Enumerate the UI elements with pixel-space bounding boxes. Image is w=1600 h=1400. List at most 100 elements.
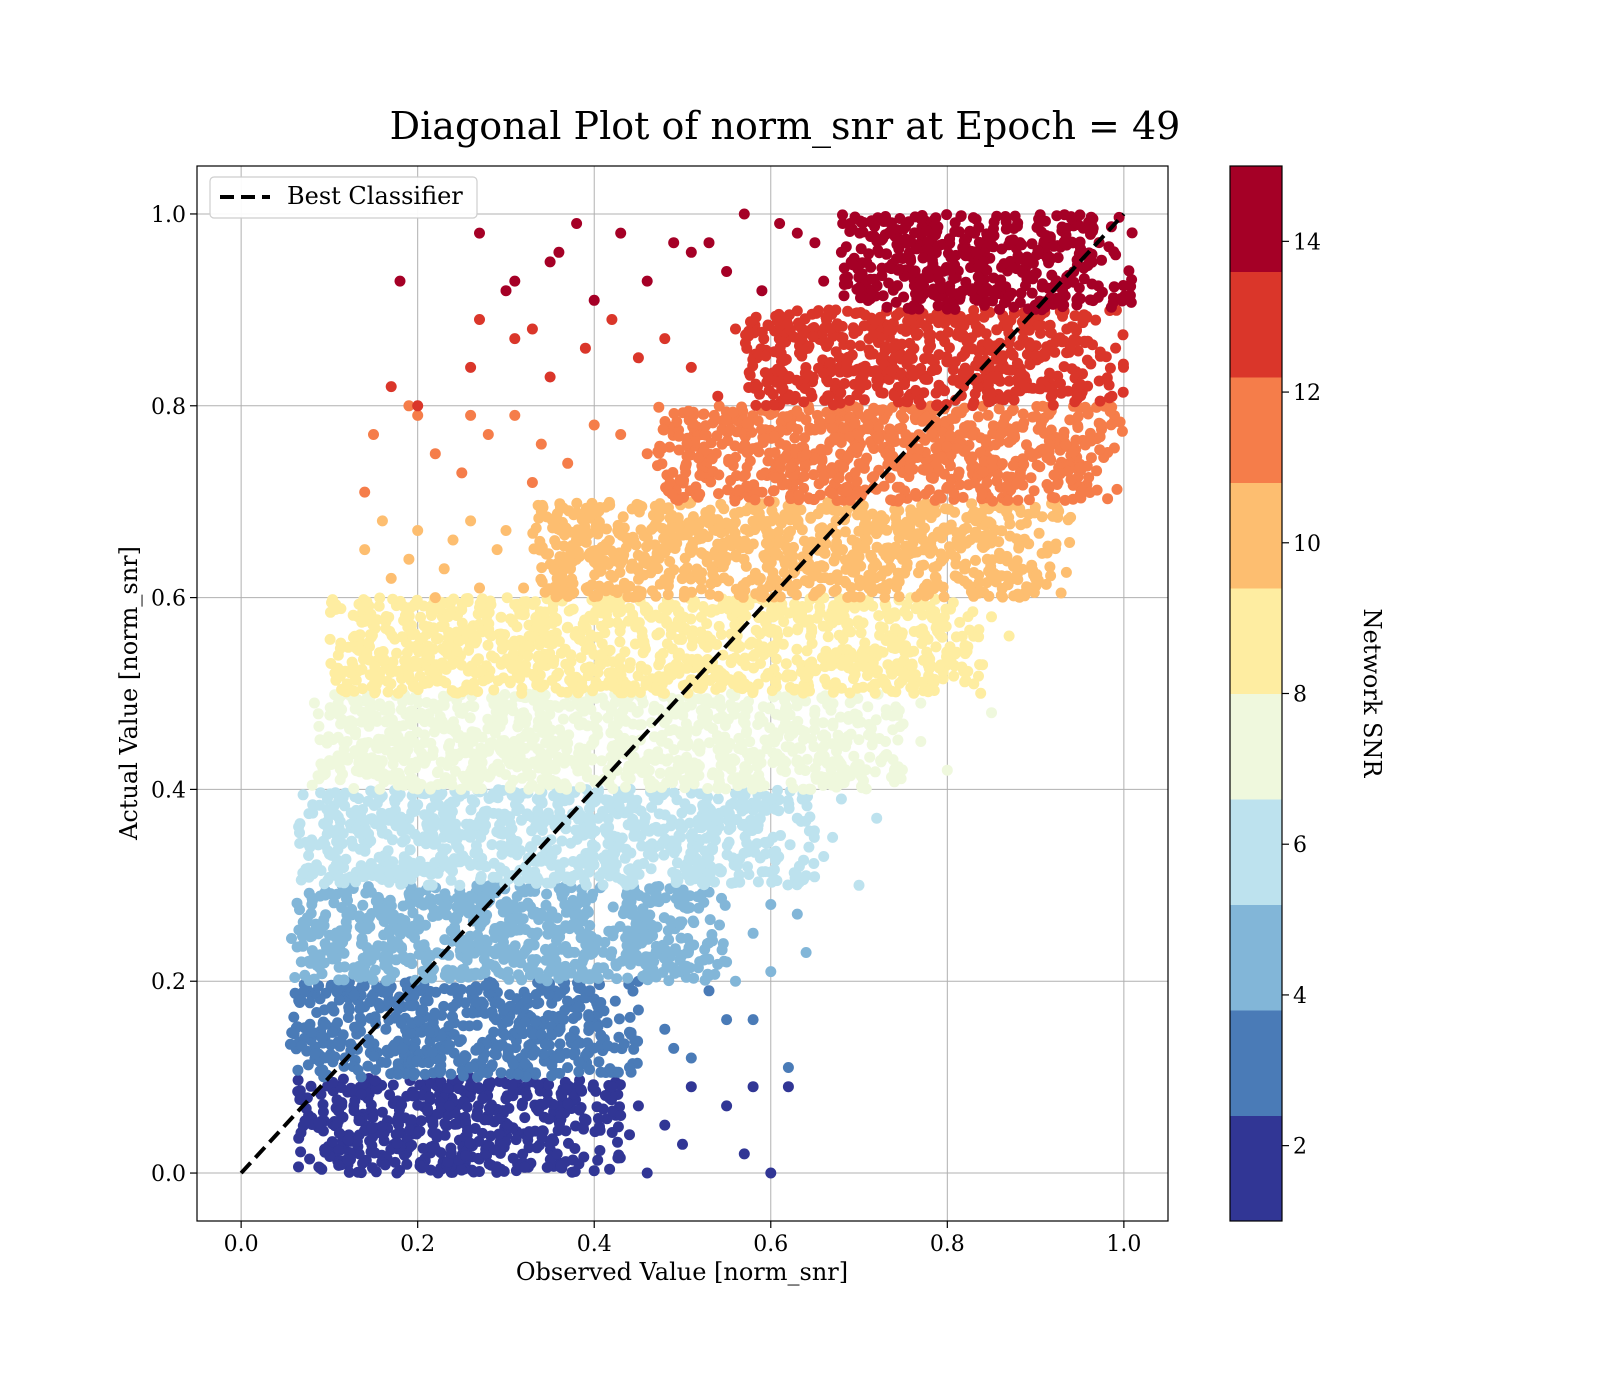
scatter-point	[367, 1162, 378, 1174]
scatter-point	[324, 633, 336, 645]
scatter-point	[713, 734, 725, 746]
scatter-point	[554, 1118, 565, 1130]
scatter-point	[832, 614, 844, 626]
scatter-point	[411, 1055, 423, 1067]
scatter-point	[337, 1073, 349, 1085]
scatter-point	[424, 1091, 435, 1103]
scatter-point	[516, 741, 528, 753]
scatter-point	[450, 836, 462, 848]
scatter-point	[618, 1038, 630, 1050]
scatter-point	[393, 868, 405, 880]
scatter-point	[637, 647, 649, 659]
scatter-point	[361, 768, 373, 780]
scatter-point	[333, 1127, 345, 1139]
scatter-point	[686, 828, 698, 840]
scatter-point	[307, 807, 319, 819]
scatter-point	[563, 794, 575, 806]
scatter-point	[606, 703, 617, 715]
scatter-point	[806, 626, 818, 638]
scatter-point	[486, 839, 498, 851]
scatter-point	[853, 619, 865, 630]
scatter-point	[554, 724, 566, 736]
scatter-point	[541, 1161, 553, 1173]
scatter-point	[599, 855, 611, 867]
scatter-point	[592, 729, 604, 740]
scatter-point	[857, 681, 869, 693]
scatter-point	[304, 1018, 316, 1030]
scatter-point	[387, 1079, 399, 1091]
scatter-point	[615, 834, 626, 846]
scatter-point	[716, 892, 727, 904]
scatter-point	[470, 770, 481, 782]
scatter-point-outlier	[835, 793, 847, 805]
scatter-point	[752, 819, 764, 831]
scatter-point	[864, 751, 876, 763]
scatter-point	[660, 892, 672, 904]
scatter-point	[826, 738, 838, 750]
scatter-point	[349, 630, 361, 642]
scatter-point	[333, 994, 345, 1006]
scatter-point	[333, 1159, 345, 1171]
scatter-point	[806, 638, 818, 649]
scatter-point	[588, 1165, 600, 1177]
scatter-point	[457, 770, 469, 782]
scatter-point	[772, 637, 784, 648]
scatter-point	[646, 954, 658, 966]
scatter-point	[775, 830, 786, 841]
scatter-point	[477, 1093, 489, 1105]
scatter-point	[545, 964, 557, 976]
scatter-point	[396, 631, 408, 643]
scatter-point	[714, 919, 725, 931]
scatter-point	[315, 787, 327, 799]
scatter-point	[429, 1143, 441, 1155]
scatter-point-outlier	[880, 736, 891, 747]
scatter-point	[319, 1146, 331, 1158]
scatter-point	[535, 797, 547, 809]
scatter-point	[380, 1023, 392, 1035]
scatter-point	[378, 654, 390, 666]
scatter-point	[502, 1015, 514, 1027]
scatter-point	[671, 857, 683, 869]
scatter-point	[962, 611, 974, 623]
scatter-point	[597, 806, 609, 818]
scatter-point	[902, 610, 914, 622]
scatter-point	[329, 1051, 341, 1063]
scatter-point	[345, 1154, 356, 1165]
scatter-point-outlier	[624, 1129, 635, 1141]
scatter-point	[411, 859, 423, 870]
scatter-point	[361, 923, 373, 935]
scatter-point	[392, 1128, 404, 1140]
scatter-point	[613, 799, 625, 811]
scatter-point	[508, 640, 520, 652]
scatter-point	[605, 950, 617, 962]
scatter-point	[366, 752, 378, 764]
scatter-point	[438, 1000, 450, 1012]
scatter-point	[562, 995, 573, 1007]
scatter-point-outlier	[721, 956, 733, 968]
scatter-point	[778, 722, 789, 734]
scatter-point	[286, 1027, 298, 1039]
scatter-point	[567, 603, 579, 615]
scatter-point	[438, 845, 450, 857]
scatter-point	[316, 1032, 328, 1043]
scatter-point	[332, 697, 344, 709]
scatter-point	[740, 727, 752, 739]
scatter-point	[634, 687, 646, 698]
scatter-point-outlier	[941, 764, 953, 776]
scatter-point	[681, 751, 692, 763]
scatter-point	[592, 1113, 604, 1124]
scatter-point	[475, 664, 487, 676]
scatter-point	[816, 730, 828, 742]
scatter-point	[429, 667, 440, 679]
scatter-point	[412, 799, 424, 811]
scatter-point	[602, 968, 614, 980]
scatter-point-outlier	[703, 937, 715, 949]
scatter-point	[853, 759, 865, 770]
scatter-point	[465, 804, 477, 816]
scatter-point-outlier	[615, 1110, 627, 1121]
scatter-point	[407, 681, 419, 693]
scatter-point	[389, 768, 401, 779]
scatter-point	[511, 805, 523, 817]
scatter-point	[483, 671, 495, 683]
scatter-point	[313, 1161, 325, 1173]
